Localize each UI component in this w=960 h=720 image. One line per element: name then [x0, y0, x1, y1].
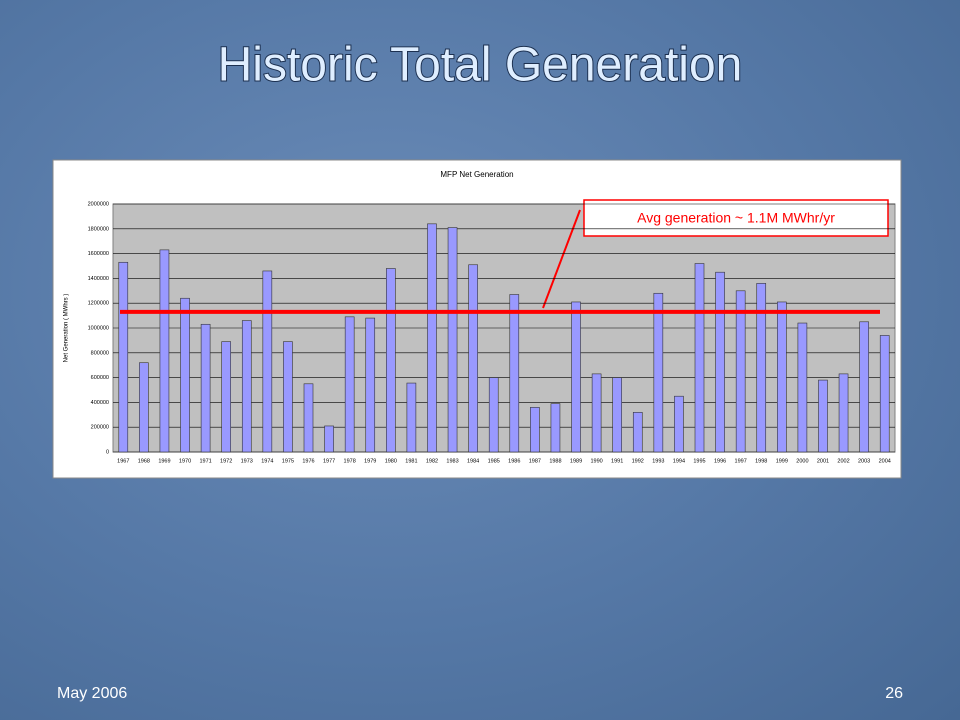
bar: [674, 395, 684, 453]
x-tick-label: 1982: [426, 458, 438, 464]
x-tick-label: 1973: [241, 458, 253, 464]
bar: [159, 249, 170, 453]
bar: [344, 316, 355, 453]
x-tick-label: 1980: [385, 458, 397, 464]
bar: [756, 283, 767, 453]
bar: [406, 382, 417, 453]
x-tick-label: 1986: [508, 458, 520, 464]
bar: [591, 373, 602, 453]
bar: [838, 373, 849, 453]
bar: [262, 270, 273, 453]
x-tick-label: 1975: [282, 458, 294, 464]
x-tick-label: 1989: [570, 458, 582, 464]
bar: [879, 335, 890, 453]
chart-title: MFP Net Generation: [440, 170, 513, 179]
x-tick-label: 1988: [549, 458, 561, 464]
x-tick-label: 1967: [117, 458, 129, 464]
x-tick-label: 1995: [693, 458, 705, 464]
bar: [550, 403, 561, 453]
annotation-pointer: [542, 209, 581, 309]
bar: [447, 227, 458, 453]
y-tick-label: 2000000: [88, 201, 109, 207]
annotation: Avg generation ~ 1.1M MWhr/yr: [637, 210, 835, 226]
y-tick-label: 200000: [91, 425, 109, 431]
x-tick-label: 1971: [199, 458, 211, 464]
x-tick-label: 1976: [302, 458, 314, 464]
x-tick-label: 1979: [364, 458, 376, 464]
x-tick-label: 1997: [735, 458, 747, 464]
x-tick-label: 1972: [220, 458, 232, 464]
x-tick-label: 1994: [673, 458, 685, 464]
x-tick-label: 2004: [879, 458, 891, 464]
x-tick-label: 2001: [817, 458, 829, 464]
y-tick-label: 400000: [91, 400, 109, 406]
bar: [139, 362, 149, 453]
bar: [180, 297, 190, 453]
bar: [118, 261, 129, 453]
bar: [653, 292, 664, 453]
bar: [859, 321, 869, 453]
x-tick-label: 2000: [796, 458, 808, 464]
x-tick-label: 1987: [529, 458, 541, 464]
bar: [488, 377, 499, 453]
bar: [694, 263, 705, 453]
bar: [777, 301, 787, 453]
page-number: 26: [885, 685, 903, 702]
y-tick-label: 1800000: [88, 226, 109, 232]
x-tick-label: 1970: [179, 458, 191, 464]
bar: [386, 268, 396, 453]
y-tick-label: 800000: [91, 350, 109, 356]
x-tick-label: 1977: [323, 458, 335, 464]
bar: [735, 290, 746, 453]
bar: [303, 383, 314, 453]
bar: [612, 377, 622, 453]
y-axis-label: Net Generation ( MWhrs ): [64, 294, 70, 363]
bar: [715, 271, 725, 453]
x-tick-label: 1998: [755, 458, 767, 464]
x-tick-label: 1984: [467, 458, 479, 464]
bar: [530, 407, 540, 453]
bar: [797, 322, 808, 453]
x-tick-label: 1968: [138, 458, 150, 464]
x-tick-label: 1990: [590, 458, 602, 464]
y-tick-label: 1400000: [88, 276, 109, 282]
y-tick-label: 1600000: [88, 251, 109, 257]
y-tick-label: 1000000: [88, 325, 109, 331]
bar: [200, 323, 211, 453]
x-tick-label: 1981: [405, 458, 417, 464]
bar: [632, 412, 643, 453]
annotation-box: [583, 199, 889, 237]
x-tick-label: 1993: [652, 458, 664, 464]
bar: [221, 341, 231, 453]
x-tick-label: 1985: [488, 458, 500, 464]
x-tick-label: 1999: [776, 458, 788, 464]
bar: [324, 425, 334, 453]
bar: [468, 264, 478, 453]
bar: [365, 317, 376, 453]
bar: [283, 341, 293, 453]
x-tick-label: 1978: [344, 458, 356, 464]
bar: [571, 301, 581, 453]
x-tick-label: 1983: [446, 458, 458, 464]
y-tick-label: 0: [106, 449, 109, 455]
x-tick-label: 1974: [261, 458, 273, 464]
y-tick-label: 1200000: [88, 301, 109, 307]
bar: [818, 379, 828, 453]
y-tick-label: 600000: [91, 375, 109, 381]
bar: [241, 320, 252, 453]
x-tick-label: 2002: [837, 458, 849, 464]
bar: [509, 294, 520, 453]
x-tick-label: 1996: [714, 458, 726, 464]
x-tick-label: 1969: [158, 458, 170, 464]
footer-date: May 2006: [57, 685, 127, 702]
x-tick-label: 1991: [611, 458, 623, 464]
slide-title: Historic Total Generation: [218, 39, 743, 92]
x-tick-label: 1992: [632, 458, 644, 464]
x-tick-label: 2003: [858, 458, 870, 464]
bar: [427, 223, 437, 453]
